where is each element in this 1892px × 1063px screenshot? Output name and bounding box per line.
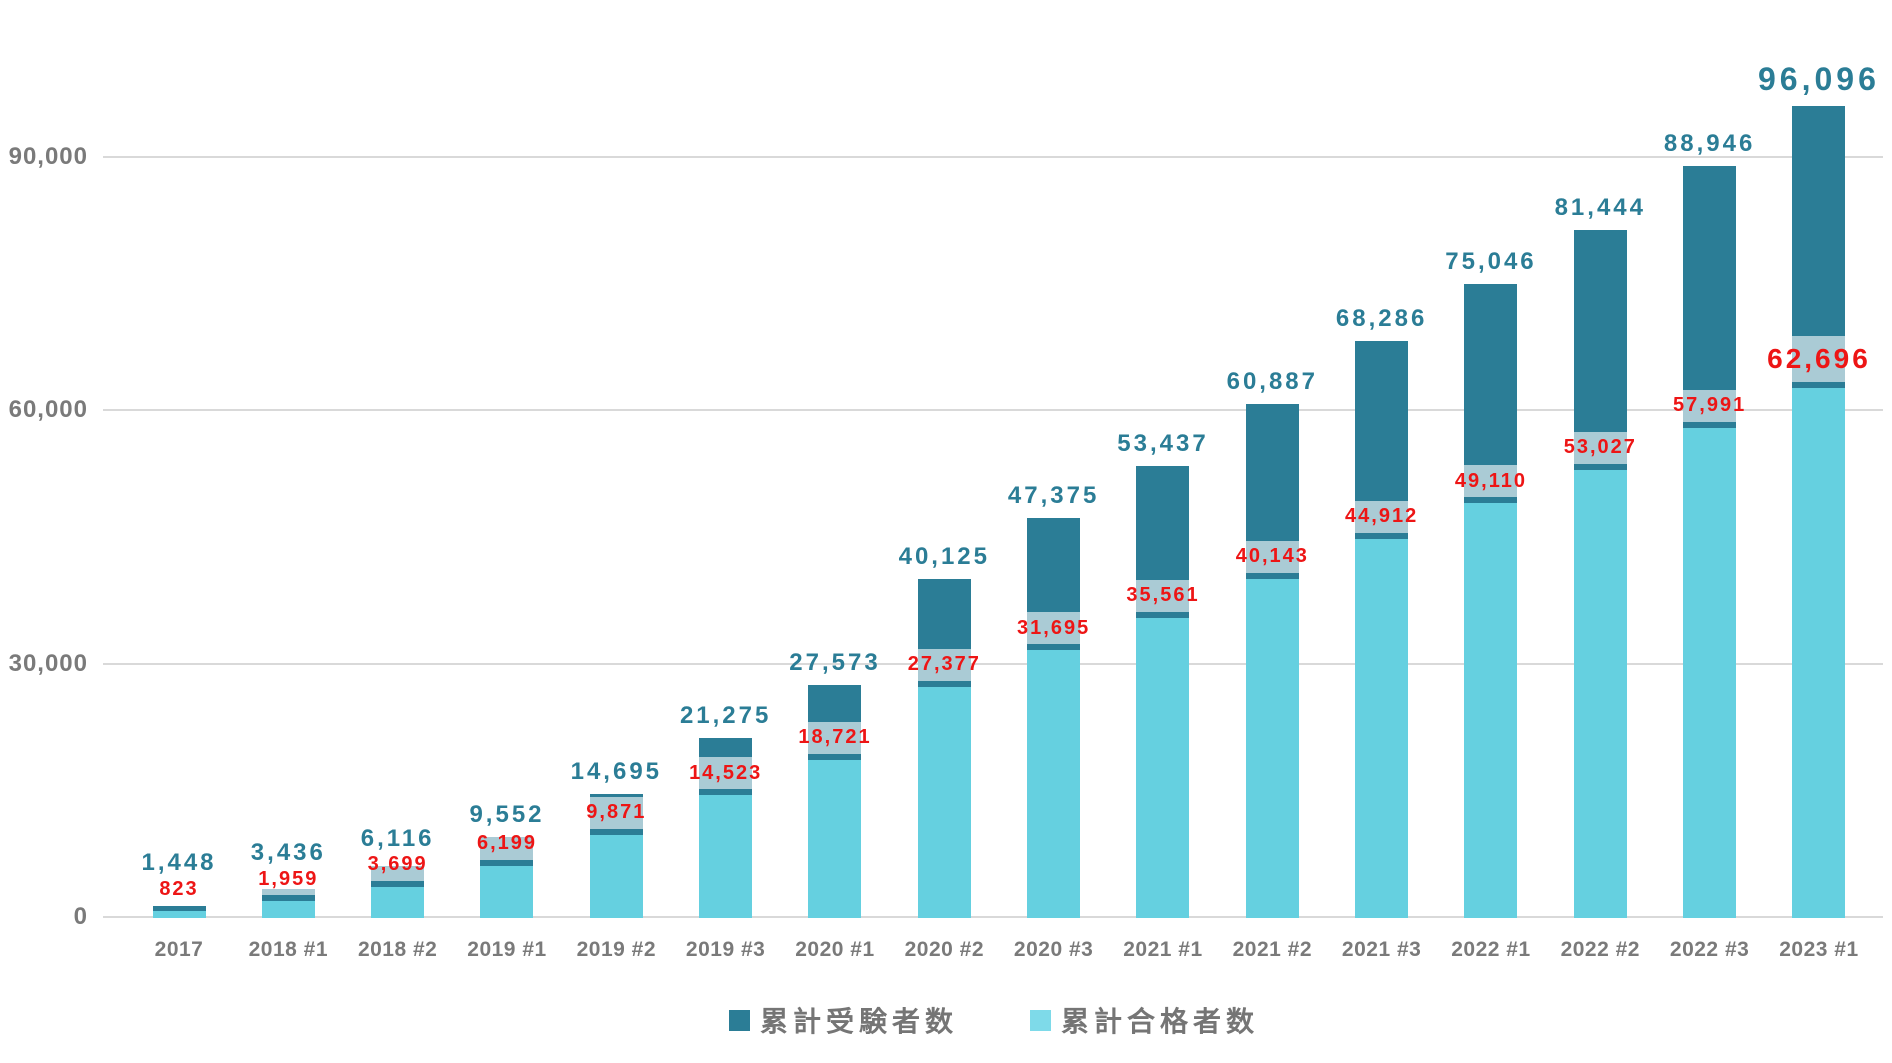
x-label-2018 #2: 2018 #2 — [357, 938, 438, 961]
bar-passed-2019 #3 — [699, 795, 753, 918]
passed-value-label-2017: 823 — [152, 873, 206, 906]
total-value-label-2021 #1: 53,437 — [1117, 430, 1209, 458]
bar-passed-2021 #3 — [1355, 538, 1409, 918]
bar-passed-2023 #1 — [1792, 388, 1846, 918]
passed-value-label-2020 #1: 18,721 — [798, 721, 870, 754]
gridline-90000 — [103, 155, 1883, 158]
passed-value-label-2020 #2: 27,377 — [908, 648, 979, 681]
total-value-label-2019 #2: 14,695 — [570, 757, 663, 785]
bar-passed-2020 #1 — [808, 759, 862, 918]
passed-value-label-2019 #2: 9,871 — [586, 796, 644, 829]
x-label-2018 #1: 2018 #1 — [248, 938, 329, 961]
bar-passed-2019 #1 — [480, 865, 534, 918]
x-label-2021 #3: 2021 #3 — [1341, 938, 1422, 961]
passed-value-label-2022 #1: 49,110 — [1455, 465, 1525, 498]
passed-value-label-2019 #1: 6,199 — [477, 827, 535, 860]
total-value-label-2022 #2: 81,444 — [1554, 193, 1646, 221]
total-value-label-2018 #2: 6,116 — [360, 824, 435, 852]
x-label-2021 #2: 2021 #2 — [1232, 938, 1313, 961]
total-value-label-2018 #1: 3,436 — [250, 839, 326, 867]
bar-passed-2017 — [152, 911, 206, 918]
bar-passed-2018 #2 — [371, 886, 425, 918]
y-axis-tick-90000: 90,000 — [8, 142, 88, 170]
passed-value-label-2021 #2: 40,143 — [1236, 540, 1307, 573]
x-label-2019 #2: 2019 #2 — [576, 938, 657, 961]
x-label-2020 #3: 2020 #3 — [1013, 938, 1094, 961]
passed-value-label-2020 #3: 31,695 — [1017, 612, 1088, 645]
y-axis-tick-0: 0 — [73, 903, 88, 930]
passed-value-label-2018 #1: 1,959 — [258, 863, 316, 896]
legend-label-passers: 累計合格者数 — [1061, 1006, 1260, 1037]
total-value-label-2022 #3: 88,946 — [1663, 130, 1756, 158]
legend-item-takers: 累計受験者数 — [728, 1000, 958, 1040]
bar-passed-2022 #3 — [1683, 427, 1737, 918]
legend-swatch-passers-icon — [1030, 1009, 1051, 1031]
total-value-label-2021 #3: 68,286 — [1335, 304, 1428, 332]
x-label-2017: 2017 — [154, 938, 204, 961]
total-value-label-2021 #2: 60,887 — [1226, 367, 1318, 395]
passed-value-label-2018 #2: 3,699 — [368, 848, 426, 881]
bar-passed-2021 #2 — [1245, 578, 1299, 918]
legend-swatch-takers-icon — [728, 1009, 750, 1031]
legend-label-takers: 累計受験者数 — [759, 1006, 958, 1037]
bar-passed-2019 #2 — [589, 834, 643, 918]
passed-value-label-2019 #3: 14,523 — [689, 757, 760, 790]
total-value-label-2019 #3: 21,275 — [679, 702, 772, 730]
legend-item-passers: 累計合格者数 — [1030, 1000, 1259, 1040]
passed-value-label-2023 #1: 62,696 — [1767, 336, 1868, 383]
bar-passed-2018 #1 — [261, 901, 315, 918]
x-label-2021 #1: 2021 #1 — [1123, 938, 1203, 961]
total-value-label-2020 #2: 40,125 — [898, 542, 990, 570]
gridline-30000 — [103, 662, 1883, 665]
x-label-2019 #3: 2019 #3 — [685, 938, 766, 961]
total-value-label-2020 #1: 27,573 — [789, 649, 881, 677]
x-label-2020 #2: 2020 #2 — [904, 938, 985, 961]
total-value-label-2019 #1: 9,552 — [469, 801, 545, 829]
passed-value-label-2021 #3: 44,912 — [1345, 500, 1416, 533]
x-label-2019 #1: 2019 #1 — [467, 938, 547, 961]
passed-value-label-2022 #2: 53,027 — [1564, 431, 1635, 464]
total-value-label-2023 #1: 96,096 — [1758, 61, 1880, 97]
y-axis-tick-60000: 60,000 — [8, 396, 88, 423]
total-value-label-2017: 1,448 — [141, 849, 217, 877]
x-label-2020 #1: 2020 #1 — [795, 938, 875, 961]
passed-value-label-2022 #3: 57,991 — [1673, 389, 1744, 422]
bar-passed-2020 #3 — [1027, 650, 1081, 918]
x-label-2022 #3: 2022 #3 — [1669, 938, 1750, 961]
bar-passed-2022 #1 — [1464, 503, 1518, 918]
total-value-label-2022 #1: 75,046 — [1445, 247, 1537, 275]
x-label-2022 #1: 2022 #1 — [1451, 938, 1531, 961]
passed-value-label-2021 #1: 35,561 — [1126, 579, 1198, 612]
total-value-label-2020 #3: 47,375 — [1007, 481, 1100, 509]
gridline-0 — [103, 916, 1883, 918]
chart-legend: 累計受験者数 累計合格者数 — [48, 1000, 1892, 1040]
bar-passed-2021 #1 — [1136, 617, 1190, 918]
y-axis-tick-30000: 30,000 — [8, 649, 88, 677]
bar-passed-2022 #2 — [1573, 469, 1627, 918]
x-label-2022 #2: 2022 #2 — [1560, 938, 1640, 961]
bar-passed-2020 #2 — [917, 686, 971, 918]
plot-area: 0 30,000 60,000 90,000 823 1,448 1,959 3,436 3,6… — [0, 61, 1892, 930]
x-label-2023 #1: 2023 #1 — [1779, 938, 1859, 961]
gridline-60000 — [103, 409, 1883, 411]
